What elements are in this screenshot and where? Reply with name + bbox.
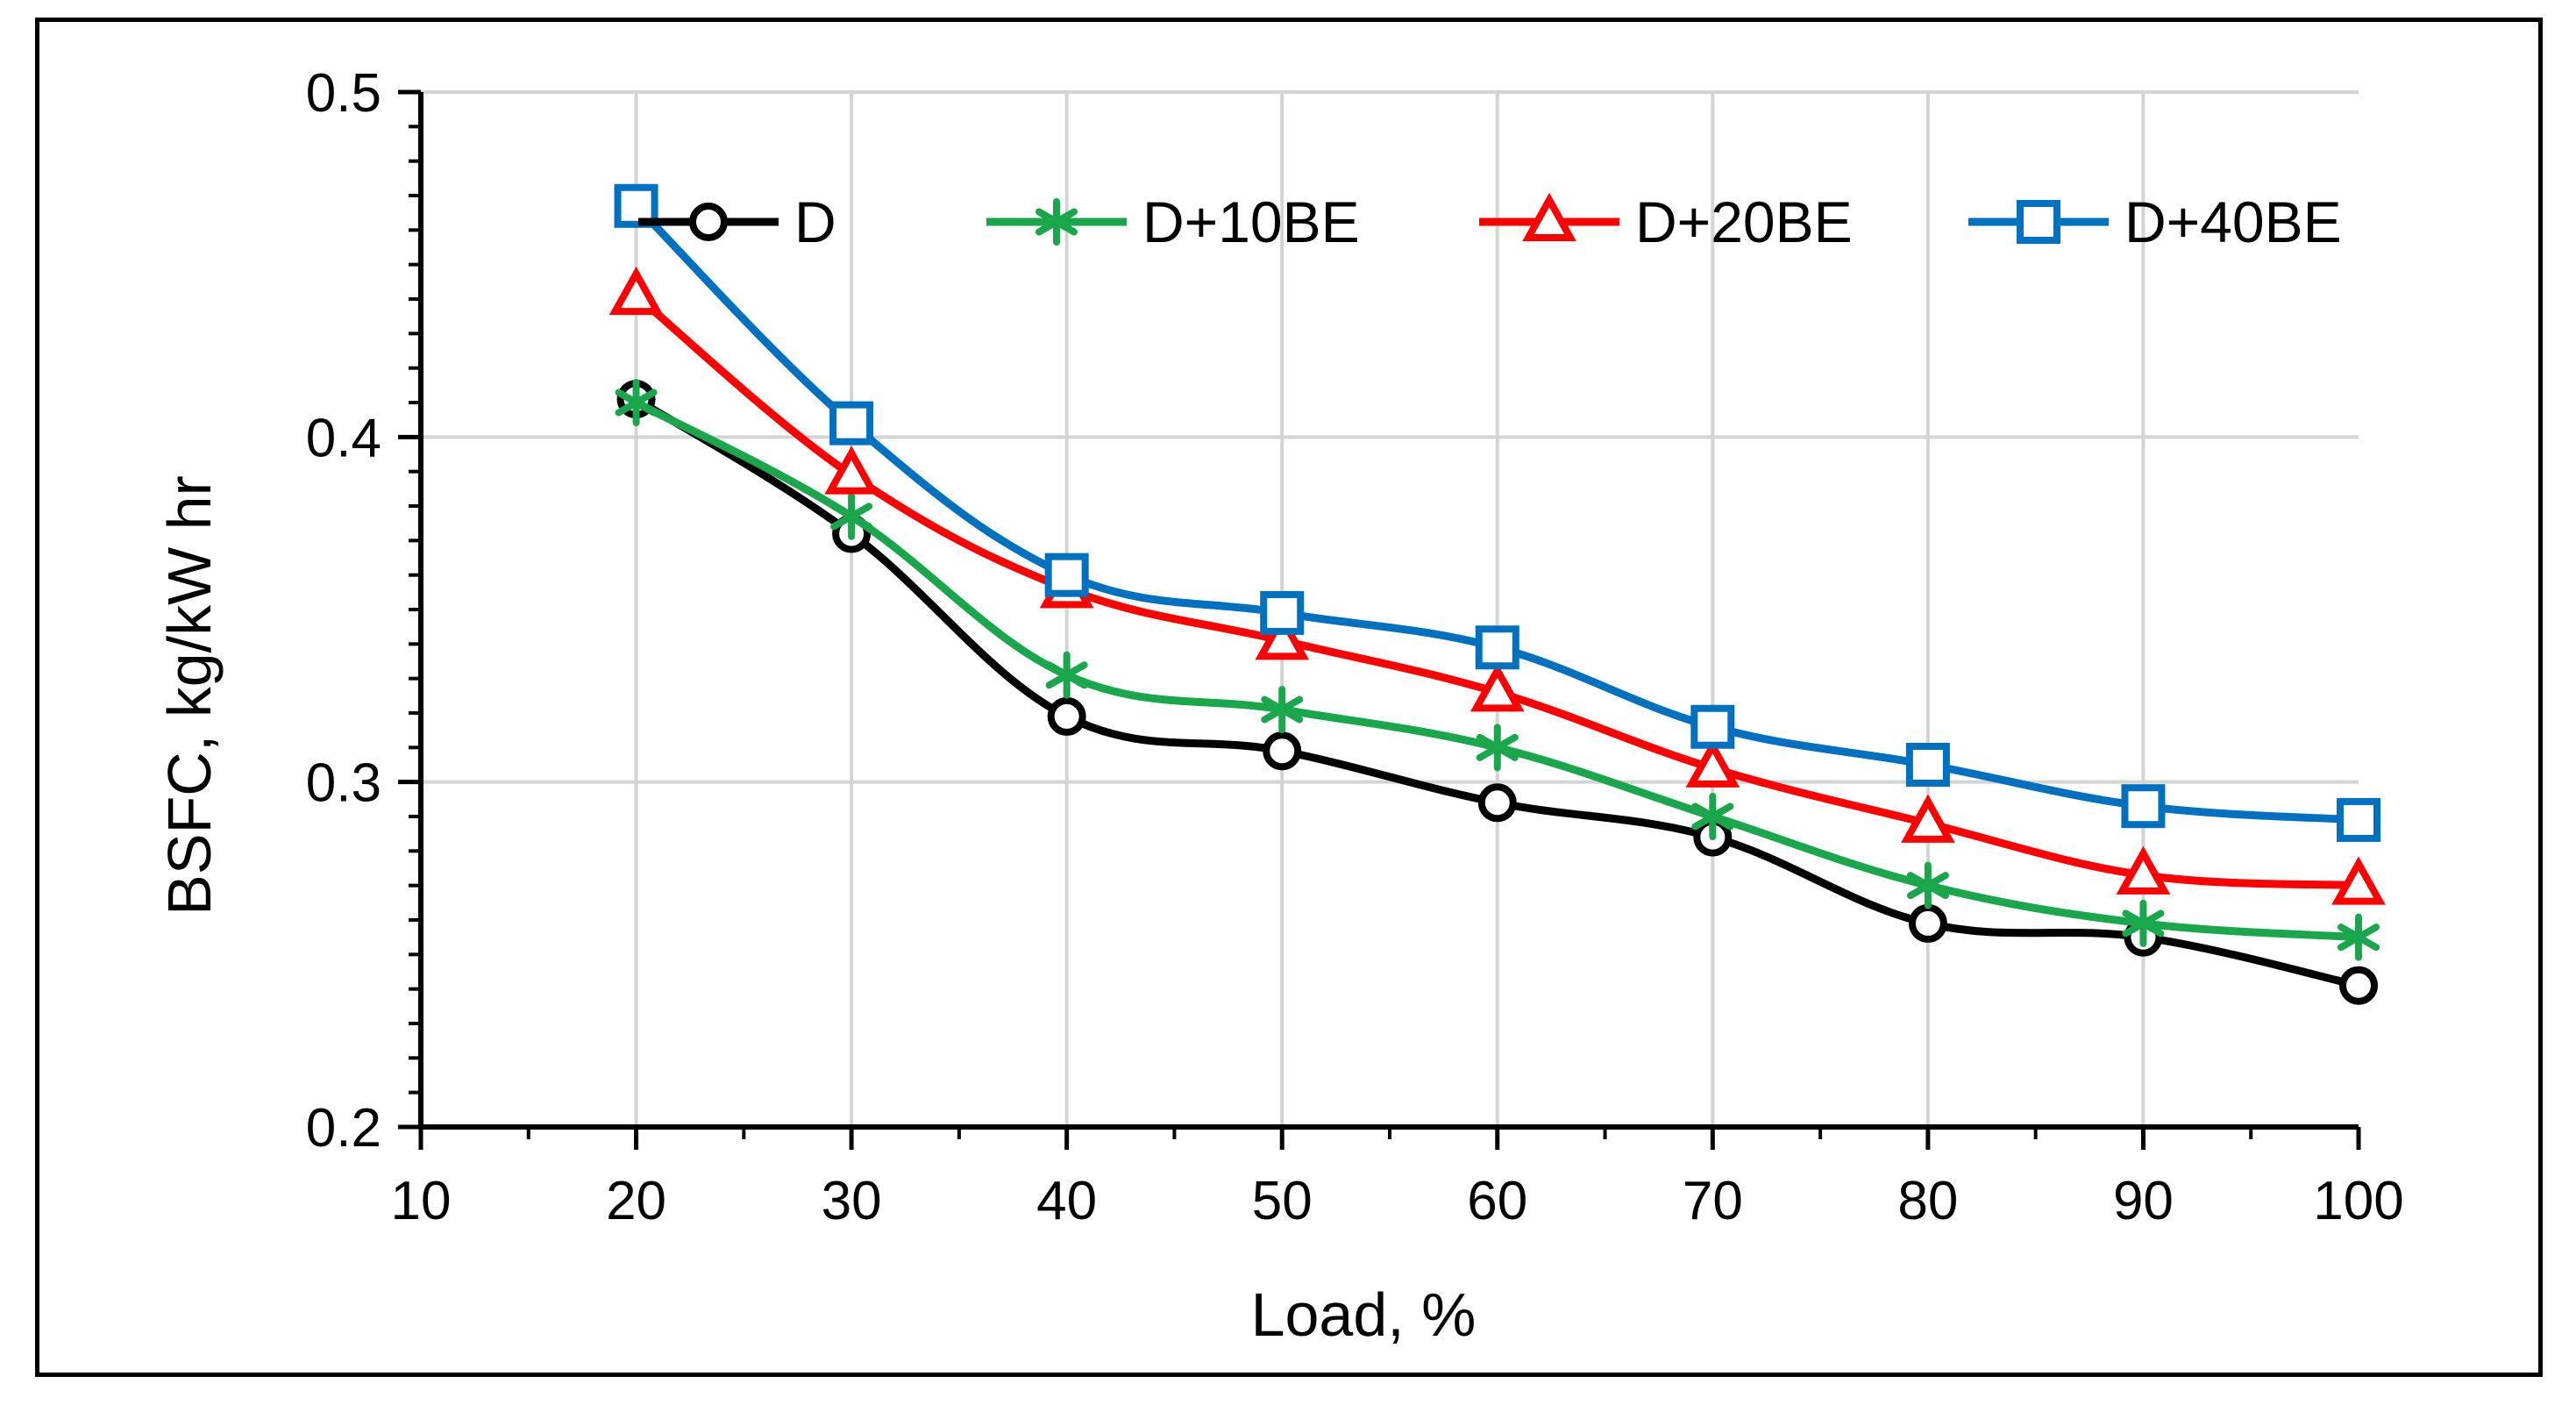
axis-layer: [398, 89, 2361, 1150]
series-line-d: [632, 395, 2363, 990]
x-axis-title: Load, %: [1251, 1280, 1477, 1349]
y-tick-label: 0.2: [306, 1098, 381, 1159]
data-point-d: [2339, 966, 2378, 1005]
y-tick-label: 0.3: [306, 753, 381, 814]
legend-label-d-20be: D+20BE: [1635, 189, 1853, 254]
data-point-d: [1908, 903, 1947, 943]
x-tick-label: 100: [2313, 1171, 2403, 1231]
x-tick-label: 20: [606, 1171, 666, 1231]
data-point-d-40be: [2337, 797, 2380, 842]
data-point-d-40be: [1260, 590, 1305, 635]
x-tick-label: 70: [1683, 1171, 1743, 1231]
legend-label-d-40be: D+40BE: [2124, 189, 2342, 254]
bsfc-line-chart: 0.2 0.3 0.4 0.5 10 20 30 40 50 60 70 80 90 100 Load, …: [155, 63, 2404, 1349]
x-tick-label: 10: [391, 1171, 452, 1231]
data-point-d-40be: [1905, 743, 1950, 787]
data-point-d-10be: [1261, 686, 1304, 734]
y-tick-label: 0.4: [306, 408, 381, 468]
legend-entry-d-20be: D+20BE: [1479, 189, 1853, 254]
series-d: [616, 380, 2378, 1005]
legend-marker-d-10be: [1035, 198, 1078, 246]
data-point-d-20be: [608, 266, 664, 316]
y-tick-label: 0.5: [306, 63, 381, 124]
x-tick-label: 80: [1897, 1171, 1958, 1231]
x-tick-label: 30: [822, 1171, 882, 1231]
series-d-40be: [614, 183, 2380, 842]
series-d-10be: [615, 379, 2380, 961]
legend-entry-d: D: [638, 189, 836, 254]
data-point-d-20be: [1901, 794, 1955, 843]
grid-layer: [421, 90, 2359, 1127]
data-point-d-10be: [1691, 793, 1734, 840]
legend-label-d: D: [794, 189, 836, 254]
x-tick-label: 60: [1467, 1171, 1527, 1231]
chart-frame: 0.2 0.3 0.4 0.5 10 20 30 40 50 60 70 80 90 100 Load, …: [35, 18, 2543, 1377]
data-point-d-10be: [615, 379, 658, 426]
data-point-d-40be: [829, 401, 874, 446]
data-point-d-20be: [824, 446, 879, 495]
legend: D D+10BE D+20BE D+40BE: [638, 189, 2342, 254]
data-point-d-20be: [2331, 856, 2386, 905]
data-point-d: [1047, 696, 1086, 736]
legend-marker-d: [689, 203, 728, 241]
data-point-d-10be: [1476, 724, 1519, 772]
data-point-d: [1263, 731, 1302, 771]
data-point-d-20be: [1469, 663, 1525, 712]
data-point-d-10be: [1045, 651, 1088, 699]
data-point-d-10be: [2122, 899, 2165, 947]
data-point-d-20be: [2116, 845, 2171, 895]
y-axis-title: BSFC, kg/kW hr: [155, 475, 224, 916]
data-point-d-40be: [1690, 704, 1735, 749]
data-point-d-20be: [1685, 738, 1740, 788]
legend-entry-d-40be: D+40BE: [1968, 189, 2342, 254]
series-layer: [608, 183, 2386, 1005]
data-point-d-10be: [1906, 861, 1949, 909]
data-point-d-10be: [2337, 913, 2380, 961]
legend-marker-d-20be: [1522, 192, 1576, 241]
legend-label-d-10be: D+10BE: [1142, 189, 1360, 254]
data-point-d: [1477, 783, 1517, 823]
data-point-d-40be: [2121, 784, 2166, 829]
data-point-d-20be: [1255, 611, 1310, 660]
data-point-d-40be: [1044, 553, 1089, 597]
data-point-d-10be: [830, 492, 873, 540]
tick-label-layer: 0.2 0.3 0.4 0.5 10 20 30 40 50 60 70 80 90 100: [306, 63, 2404, 1231]
x-tick-label: 40: [1036, 1171, 1097, 1231]
x-tick-label: 50: [1252, 1171, 1313, 1231]
x-tick-label: 90: [2113, 1171, 2174, 1231]
legend-entry-d-10be: D+10BE: [986, 189, 1360, 254]
legend-marker-d-40be: [2017, 200, 2060, 244]
data-point-d-40be: [1475, 625, 1519, 670]
